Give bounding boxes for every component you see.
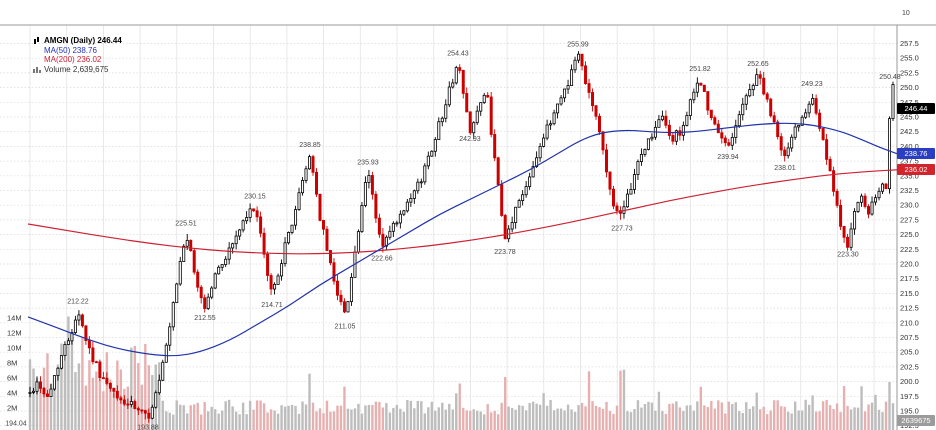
- svg-text:222.66: 222.66: [371, 255, 393, 262]
- volume-icon: [33, 65, 41, 74]
- svg-text:205.0: 205.0: [900, 348, 919, 357]
- svg-text:255.99: 255.99: [567, 41, 589, 48]
- svg-text:2M: 2M: [7, 404, 17, 413]
- svg-text:223.78: 223.78: [494, 249, 516, 256]
- svg-text:251.82: 251.82: [689, 66, 711, 73]
- chart-legend: AMGN (Daily) 246.44 MA(50) 238.76 MA(200…: [33, 36, 122, 74]
- svg-text:247.5: 247.5: [900, 98, 919, 107]
- svg-text:230.0: 230.0: [900, 201, 919, 210]
- ma200-line: [27, 169, 898, 255]
- svg-text:202.5: 202.5: [900, 362, 919, 371]
- svg-text:193.88: 193.88: [137, 425, 159, 430]
- svg-text:257.5: 257.5: [900, 39, 919, 48]
- legend-row-volume: Volume 2,639,675: [33, 65, 122, 75]
- svg-text:235.93: 235.93: [357, 159, 379, 166]
- svg-text:254.43: 254.43: [447, 51, 469, 58]
- svg-text:212.55: 212.55: [194, 315, 216, 322]
- svg-text:255.0: 255.0: [900, 54, 919, 63]
- price-tag-ma200: 236.02: [897, 164, 935, 176]
- svg-text:232.5: 232.5: [900, 186, 919, 195]
- price-tag-ma50: 238.76: [897, 148, 935, 160]
- svg-text:215.0: 215.0: [900, 289, 919, 298]
- legend-row-symbol: AMGN (Daily) 246.44: [33, 36, 122, 46]
- svg-text:227.5: 227.5: [900, 215, 919, 224]
- ma50-line: [27, 122, 898, 357]
- legend-symbol-label: AMGN (Daily) 246.44: [44, 36, 122, 45]
- svg-text:10M: 10M: [7, 344, 22, 353]
- svg-text:210.0: 210.0: [900, 318, 919, 327]
- grid-layer: [0, 25, 897, 430]
- svg-text:214.71: 214.71: [261, 302, 283, 309]
- candles-layer: [28, 51, 895, 423]
- svg-text:223.30: 223.30: [837, 252, 859, 259]
- svg-text:6M: 6M: [7, 374, 17, 383]
- annotations-layer: 194.04 212.22 193.88 225.51 212.55 230.15 214.…: [5, 41, 901, 430]
- svg-text:12M: 12M: [7, 329, 22, 338]
- svg-text:211.05: 211.05: [335, 324, 356, 331]
- svg-text:200.0: 200.0: [900, 377, 919, 386]
- svg-text:245.0: 245.0: [900, 113, 919, 122]
- upper-pane-tick-label: 10: [902, 10, 910, 17]
- y-axis-labels: 257.5 255.0 252.5 250.0 247.5 245.0 242.5 240.0…: [900, 39, 919, 430]
- svg-text:242.93: 242.93: [459, 136, 481, 143]
- svg-text:252.65: 252.65: [747, 61, 769, 68]
- svg-text:249.23: 249.23: [801, 81, 823, 88]
- svg-text:235.0: 235.0: [900, 171, 919, 180]
- svg-text:8M: 8M: [7, 359, 17, 368]
- svg-text:194.04: 194.04: [5, 421, 27, 428]
- svg-text:237.5: 237.5: [900, 157, 919, 166]
- svg-text:238.85: 238.85: [299, 142, 321, 149]
- volume-layer: [28, 316, 895, 430]
- svg-text:217.5: 217.5: [900, 274, 919, 283]
- svg-text:4M: 4M: [7, 389, 17, 398]
- legend-row-ma50: MA(50) 238.76: [33, 46, 122, 56]
- svg-text:238.01: 238.01: [774, 165, 796, 172]
- svg-text:242.5: 242.5: [900, 127, 919, 136]
- legend-ma50-label: MA(50) 238.76: [44, 45, 97, 55]
- svg-text:250.48: 250.48: [879, 74, 901, 81]
- svg-text:225.51: 225.51: [175, 221, 197, 228]
- legend-ma200-label: MA(200) 236.02: [44, 55, 102, 64]
- svg-text:207.5: 207.5: [900, 333, 919, 342]
- svg-text:250.0: 250.0: [900, 83, 919, 92]
- price-tag-last: 246.44: [897, 103, 935, 114]
- svg-text:220.0: 220.0: [900, 260, 919, 269]
- svg-text:192.5: 192.5: [900, 421, 919, 430]
- svg-text:225.0: 225.0: [900, 230, 919, 239]
- svg-text:195.0: 195.0: [900, 407, 919, 416]
- svg-text:227.73: 227.73: [611, 226, 633, 233]
- svg-text:197.5: 197.5: [900, 392, 919, 401]
- volume-axis-labels: 14M 12M 10M 8M 6M 4M 2M: [7, 314, 22, 413]
- svg-text:222.5: 222.5: [900, 245, 919, 254]
- svg-text:239.94: 239.94: [717, 154, 739, 161]
- svg-text:212.22: 212.22: [67, 299, 89, 306]
- svg-text:230.15: 230.15: [244, 193, 266, 200]
- legend-row-ma200: MA(200) 236.02: [33, 55, 122, 65]
- volume-tag: 2639675: [897, 414, 935, 426]
- candlestick-icon: [33, 36, 41, 45]
- svg-text:212.5: 212.5: [900, 304, 919, 313]
- svg-text:240.0: 240.0: [900, 142, 919, 151]
- svg-text:252.5: 252.5: [900, 68, 919, 77]
- svg-text:14M: 14M: [7, 314, 22, 323]
- legend-volume-label: Volume 2,639,675: [44, 64, 109, 74]
